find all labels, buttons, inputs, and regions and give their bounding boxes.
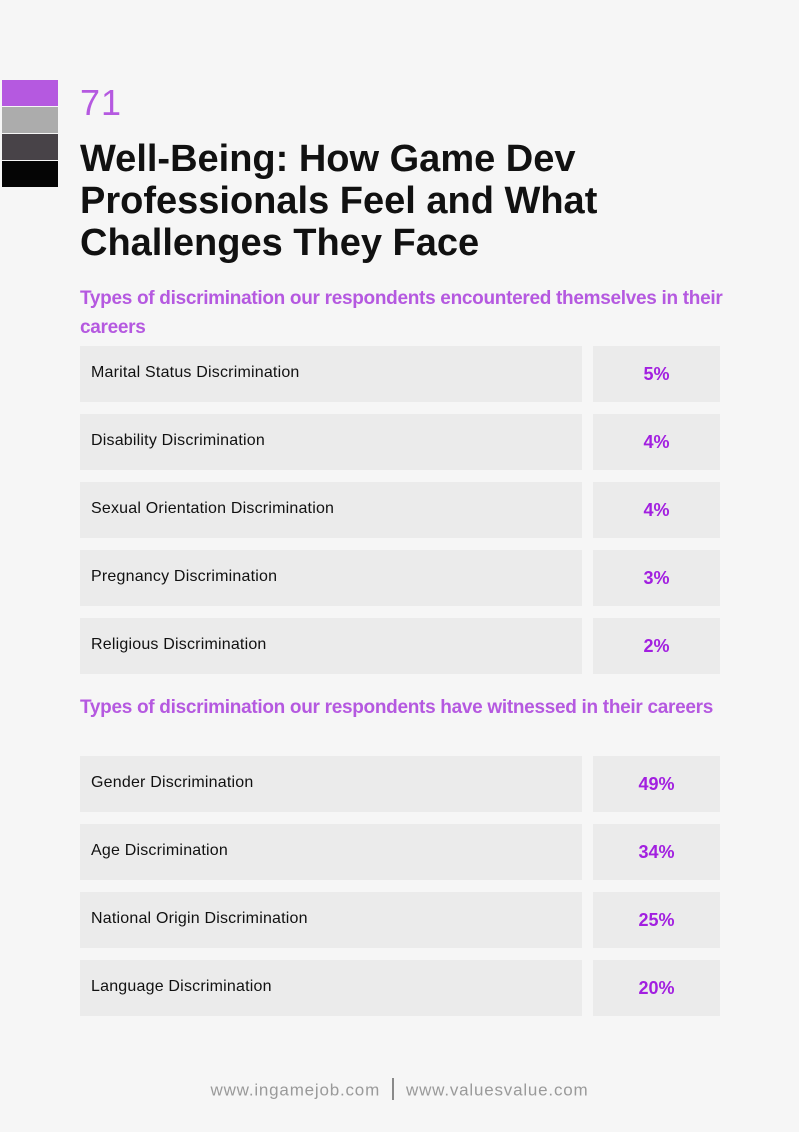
section-title-encountered: Types of discrimination our respondents … xyxy=(80,288,723,338)
list-item: Disability Discrimination 4% xyxy=(80,414,720,470)
swatch-dark-gray xyxy=(2,134,58,160)
swatch-purple xyxy=(2,80,58,106)
item-value: 3% xyxy=(593,550,720,606)
encountered-list: Marital Status Discrimination 5% Disabil… xyxy=(80,346,720,686)
list-item: Religious Discrimination 2% xyxy=(80,618,720,674)
item-value: 2% xyxy=(593,618,720,674)
swatch-gray xyxy=(2,107,58,133)
list-item: Sexual Orientation Discrimination 4% xyxy=(80,482,720,538)
item-label: Gender Discrimination xyxy=(80,756,582,812)
section-title-witnessed: Types of discrimination our respondents … xyxy=(80,697,713,718)
item-value: 4% xyxy=(593,482,720,538)
footer-link-valuesvalue[interactable]: www.valuesvalue.com xyxy=(406,1080,589,1100)
list-item: Marital Status Discrimination 5% xyxy=(80,346,720,402)
item-label: Religious Discrimination xyxy=(80,618,582,674)
list-item: Age Discrimination 34% xyxy=(80,824,720,880)
item-value: 25% xyxy=(593,892,720,948)
item-value: 5% xyxy=(593,346,720,402)
item-label: Age Discrimination xyxy=(80,824,582,880)
item-label: National Origin Discrimination xyxy=(80,892,582,948)
footer: www.ingamejob.com www.valuesvalue.com xyxy=(0,1078,799,1102)
item-value: 20% xyxy=(593,960,720,1016)
swatch-black xyxy=(2,161,58,187)
item-value: 49% xyxy=(593,756,720,812)
item-label: Marital Status Discrimination xyxy=(80,346,582,402)
list-item: Language Discrimination 20% xyxy=(80,960,720,1016)
item-label: Pregnancy Discrimination xyxy=(80,550,582,606)
item-label: Sexual Orientation Discrimination xyxy=(80,482,582,538)
color-swatches xyxy=(2,80,58,188)
footer-divider xyxy=(392,1078,395,1100)
list-item: National Origin Discrimination 25% xyxy=(80,892,720,948)
item-label: Language Discrimination xyxy=(80,960,582,1016)
witnessed-list: Gender Discrimination 49% Age Discrimina… xyxy=(80,756,720,1028)
item-label: Disability Discrimination xyxy=(80,414,582,470)
footer-link-ingamejob[interactable]: www.ingamejob.com xyxy=(210,1080,381,1100)
page-number: 71 xyxy=(80,82,123,123)
item-value: 4% xyxy=(593,414,720,470)
item-value: 34% xyxy=(593,824,720,880)
list-item: Pregnancy Discrimination 3% xyxy=(80,550,720,606)
page-title: Well-Being: How Game Dev Professionals F… xyxy=(80,138,598,264)
list-item: Gender Discrimination 49% xyxy=(80,756,720,812)
